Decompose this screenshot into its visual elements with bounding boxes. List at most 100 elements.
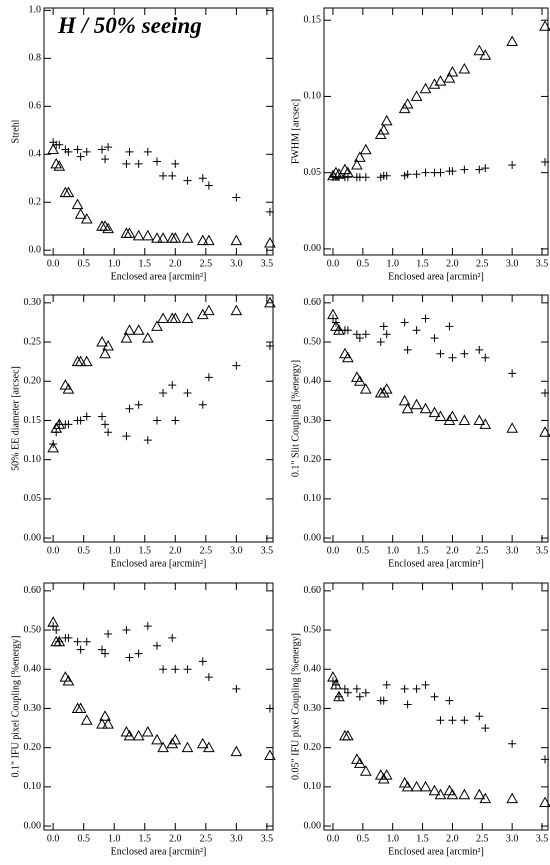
x-tick-label: 3.0 — [506, 545, 519, 556]
triangle-point — [342, 351, 354, 363]
plus-point — [541, 389, 550, 398]
y-axis-label: FWHM [arcsec] — [290, 99, 301, 164]
triangle-point — [410, 398, 423, 410]
y-tick-label: 0.00 — [304, 532, 322, 543]
plus-point — [104, 629, 113, 638]
plot-frame — [323, 582, 549, 831]
triangle-point — [428, 406, 441, 418]
x-tick-label: 1.5 — [416, 833, 429, 844]
triangle-point — [458, 788, 471, 800]
triangle-point — [203, 234, 215, 246]
plus-point — [475, 165, 484, 174]
triangle-point — [62, 186, 75, 198]
plus-point — [122, 432, 131, 441]
x-tick-label: 3.0 — [506, 258, 519, 269]
triangle-point — [181, 741, 194, 753]
plus-point — [134, 159, 143, 168]
plus-point — [122, 159, 131, 168]
plot-frame — [323, 7, 549, 256]
plus-point — [361, 330, 370, 339]
y-tick-label: 0.00 — [304, 820, 322, 831]
plus-point — [52, 626, 61, 635]
plus-point — [125, 653, 134, 662]
plus-point — [98, 145, 107, 154]
plus-point — [134, 649, 143, 658]
triangle-point — [479, 418, 492, 429]
triangle-point — [410, 90, 423, 101]
plus-point — [448, 167, 457, 176]
plus-point — [101, 155, 110, 164]
y-tick-label: 0.2 — [29, 197, 42, 208]
plus-point — [49, 439, 58, 448]
plus-point — [76, 645, 85, 654]
plus-point — [343, 688, 352, 697]
triangle-point — [443, 72, 456, 83]
plus-point — [382, 171, 391, 180]
triangle-point — [398, 394, 411, 406]
triangle-point — [80, 355, 93, 367]
y-tick-label: 0.8 — [29, 53, 42, 64]
x-axis-label: Enclosed area [arcmin²] — [111, 558, 207, 569]
y-tick-label: 1.0 — [29, 5, 42, 16]
plus-point — [334, 692, 343, 701]
plus-point — [64, 147, 73, 156]
triangle-point — [230, 304, 243, 316]
plus-point — [361, 173, 370, 182]
plus-point — [481, 353, 490, 362]
triangle-point — [479, 49, 492, 60]
plus-point — [361, 688, 370, 697]
y-tick-label: 0.30 — [304, 703, 322, 714]
triangle-point — [157, 312, 169, 324]
plus-point — [171, 159, 180, 168]
plus-point — [159, 171, 168, 180]
x-tick-label: 0.0 — [327, 833, 340, 844]
x-tick-label: 0.5 — [357, 258, 370, 269]
triangle-point — [443, 414, 456, 425]
plus-point — [183, 176, 192, 185]
plus-point — [403, 700, 412, 709]
triangle-point — [380, 114, 393, 126]
triangle-point — [196, 308, 209, 320]
triangle-point — [166, 737, 179, 749]
triangle-point — [359, 765, 372, 776]
plus-point — [265, 704, 274, 713]
plus-point — [379, 696, 388, 705]
plus-point — [64, 633, 73, 642]
triangle-point — [419, 780, 432, 792]
plus-point — [134, 400, 143, 409]
y-axis-label: 0.05" IFU pixel Coupling [%energy] — [290, 633, 301, 780]
triangle-point — [203, 741, 215, 753]
triangle-point — [123, 227, 136, 238]
x-tick-label: 3.5 — [536, 545, 549, 556]
y-axis-label: Strehl — [10, 119, 21, 143]
y-tick-label: 0.10 — [304, 493, 322, 504]
triangle-point — [353, 375, 366, 386]
triangle-point — [446, 410, 459, 422]
triangle-point — [71, 198, 84, 210]
y-tick-label: 0.40 — [304, 376, 322, 387]
plus-point — [159, 665, 168, 674]
plus-point — [168, 633, 177, 642]
plus-point — [460, 165, 469, 174]
triangle-point — [123, 729, 136, 741]
triangle-point — [419, 402, 432, 414]
y-tick-label: 0.30 — [24, 703, 42, 714]
triangle-point — [377, 386, 390, 398]
plus-point — [265, 341, 274, 350]
plus-point — [183, 389, 192, 398]
plus-point — [355, 692, 364, 701]
triangle-point — [132, 729, 145, 741]
plus-point — [541, 755, 550, 764]
y-tick-label: 0.60 — [304, 297, 322, 308]
triangle-point — [169, 733, 182, 745]
plus-point — [73, 637, 82, 646]
triangle-point — [47, 441, 60, 453]
triangle-point — [230, 234, 243, 246]
x-tick-label: 1.0 — [386, 833, 399, 844]
x-tick-label: 2.5 — [476, 258, 489, 269]
plus-point — [171, 416, 180, 425]
triangle-point — [102, 718, 114, 729]
y-axis-label: 0.1" Slit Coupling [%energy] — [290, 360, 301, 477]
plus-point — [403, 345, 412, 354]
